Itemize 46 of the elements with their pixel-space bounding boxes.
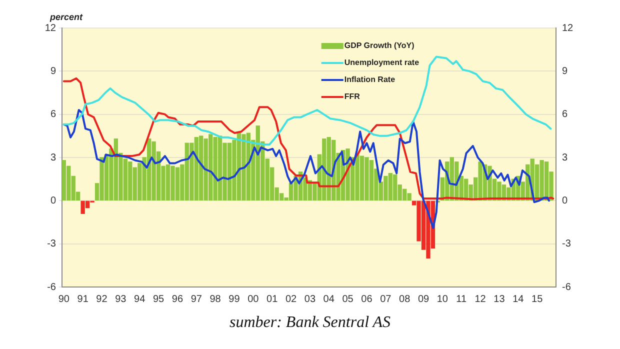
y2-tick-label: 9 <box>562 66 568 77</box>
x-tick-label: 08 <box>399 294 411 305</box>
legend-label: GDP Growth (YoY) <box>344 41 415 50</box>
y2-tick-label: 3 <box>562 152 568 164</box>
y-tick-label: 9 <box>50 66 56 77</box>
legend-label: Inflation Rate <box>344 75 396 84</box>
y2-tick-label: 12 <box>562 22 574 34</box>
y-tick-label: 0 <box>50 195 56 206</box>
y-tick-label: -6 <box>47 282 56 293</box>
x-tick-label: 05 <box>342 294 354 305</box>
x-tick-label: 04 <box>323 294 335 305</box>
y-tick-label: 3 <box>50 152 56 164</box>
x-tick-label: 01 <box>266 294 278 305</box>
y2-tick-label: -3 <box>562 238 572 250</box>
x-tick-label: 96 <box>172 294 184 305</box>
y2-tick-label: 0 <box>562 195 568 206</box>
y-tick-label: 6 <box>50 109 56 120</box>
x-tick-label: 11 <box>456 294 467 305</box>
x-tick-label: 90 <box>58 294 70 305</box>
x-tick-label: 15 <box>532 294 544 305</box>
x-tick-label: 94 <box>134 294 146 305</box>
x-tick-label: 99 <box>228 294 240 305</box>
x-tick-label: 07 <box>380 294 392 305</box>
x-tick-label: 10 <box>436 294 448 305</box>
text: sumber: Bank Sentral AS <box>228 314 392 332</box>
x-tick-label: 13 <box>494 294 506 305</box>
x-tick-label: 98 <box>210 294 222 305</box>
x-tick-label: 95 <box>152 294 165 305</box>
y-tick-label: 12 <box>44 22 56 34</box>
x-tick-label: 93 <box>115 294 127 305</box>
x-tick-label: 91 <box>77 294 89 305</box>
x-tick-label: 03 <box>304 294 316 305</box>
x-tick-label: 02 <box>285 294 298 305</box>
x-tick-label: 92 <box>96 294 108 305</box>
legend-label: FFR <box>344 92 360 102</box>
x-tick-label: 12 <box>474 294 486 305</box>
y2-tick-label: 6 <box>562 109 568 120</box>
y2-tick-label: -6 <box>562 282 572 293</box>
x-tick-label: 00 <box>248 294 260 305</box>
legend-label: Unemployment rate <box>344 58 420 68</box>
y-tick-label: -3 <box>47 238 56 250</box>
x-tick-label: 97 <box>190 294 202 305</box>
x-tick-label: 09 <box>418 294 430 305</box>
x-tick-label: 06 <box>361 294 373 305</box>
x-tick-label: 14 <box>512 294 524 305</box>
y-axis-title: percent <box>49 12 84 22</box>
